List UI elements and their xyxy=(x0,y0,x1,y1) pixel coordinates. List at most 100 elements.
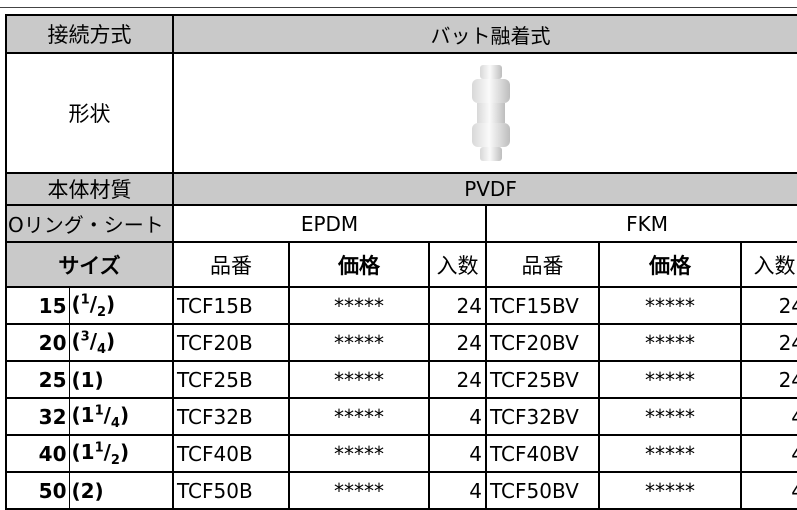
fraction-part: 2 xyxy=(110,452,120,468)
data-cell: TCF50BV xyxy=(485,471,600,510)
fraction-part: ) xyxy=(119,402,130,427)
fraction-part: ( xyxy=(71,291,81,316)
data-cell: TCF32B xyxy=(172,397,290,436)
header-cell: サイズ xyxy=(5,241,174,288)
spec-table: 接続方式 バット融着式 形状 本体材質 PV xyxy=(5,14,797,510)
data-cell: 24 xyxy=(739,286,797,325)
data-cell: 4 xyxy=(428,397,487,436)
data-cell: ***** xyxy=(598,397,742,436)
size-cell: 40 xyxy=(5,434,70,473)
fraction-part: / xyxy=(89,291,97,316)
data-cell: 24 xyxy=(739,360,797,399)
header-cell: 本体材質 xyxy=(5,172,174,206)
column-header: 価格 xyxy=(598,241,742,288)
size-cell: 15 xyxy=(5,286,70,325)
data-cell: TCF20B xyxy=(172,323,290,362)
data-cell: TCF40B xyxy=(172,434,290,473)
fraction-part: ) xyxy=(119,439,130,464)
fraction-part: / xyxy=(103,439,111,464)
image-cell xyxy=(171,52,797,174)
data-cell: ***** xyxy=(288,286,430,325)
header-cell: 接続方式 xyxy=(5,14,174,54)
fraction-part: ( xyxy=(71,328,81,353)
row: 形状 xyxy=(5,52,797,174)
data-cell: ***** xyxy=(598,471,742,510)
fraction-part: 1 xyxy=(80,291,90,307)
row: 接続方式 バット融着式 xyxy=(5,14,797,54)
fraction-part: (1 xyxy=(71,439,95,464)
top-rule xyxy=(0,7,797,8)
size-inch-cell: (1/2) xyxy=(68,286,174,325)
value-cell: FKM xyxy=(484,204,797,243)
data-cell: ***** xyxy=(288,471,430,510)
data-cell: ***** xyxy=(598,434,742,473)
size-cell: 50 xyxy=(5,471,70,510)
size-inch-cell: (2) xyxy=(68,471,174,510)
data-cell: ***** xyxy=(598,360,742,399)
data-cell: ***** xyxy=(598,323,742,362)
fraction-part: (1) xyxy=(71,367,104,392)
size-inch-cell: (1) xyxy=(68,360,174,399)
header-cell: 形状 xyxy=(5,52,174,174)
fraction-part: / xyxy=(89,328,97,353)
data-cell: 4 xyxy=(739,397,797,436)
fraction-part: 2 xyxy=(97,304,107,320)
row: 本体材質 PVDF xyxy=(5,172,797,206)
data-cell: 24 xyxy=(428,286,487,325)
fraction-part: ) xyxy=(106,328,116,353)
value-cell: EPDM xyxy=(172,204,487,243)
size-cell: 32 xyxy=(5,397,70,436)
data-cell: ***** xyxy=(598,286,742,325)
data-cell: TCF32BV xyxy=(485,397,600,436)
column-header: 品番 xyxy=(172,241,290,288)
size-inch-cell: (11/4) xyxy=(68,397,174,436)
fraction-part: (2) xyxy=(71,478,104,503)
fraction-part: 4 xyxy=(97,341,107,357)
column-header: 入数 xyxy=(428,241,487,288)
fraction-part: 1 xyxy=(94,439,104,455)
data-cell: TCF25B xyxy=(172,360,290,399)
fraction-part: 4 xyxy=(110,415,120,431)
size-cell: 20 xyxy=(5,323,70,362)
size-inch-cell: (3/4) xyxy=(68,323,174,362)
product-image xyxy=(471,65,510,161)
fraction-part: 3 xyxy=(80,328,90,344)
data-cell: TCF50B xyxy=(172,471,290,510)
column-header: 価格 xyxy=(288,241,430,288)
data-cell: TCF40BV xyxy=(485,434,600,473)
column-header: 入数 xyxy=(739,241,797,288)
data-cell: TCF25BV xyxy=(485,360,600,399)
size-inch-cell: (11/2) xyxy=(68,434,174,473)
size-cell: 25 xyxy=(5,360,70,399)
column-header: 品番 xyxy=(485,241,600,288)
data-cell: ***** xyxy=(288,360,430,399)
data-cell: 4 xyxy=(428,471,487,510)
fraction-part: (1 xyxy=(71,402,95,427)
fraction-part: / xyxy=(103,402,111,427)
row: サイズ 品番 価格 入数 品番 価格 入数 xyxy=(5,241,797,288)
header-cell: Oリング・シート xyxy=(5,204,174,243)
value-cell: PVDF xyxy=(171,172,797,206)
data-cell: TCF15BV xyxy=(485,286,600,325)
data-cell: 24 xyxy=(428,323,487,362)
data-cell: ***** xyxy=(288,397,430,436)
value-cell: バット融着式 xyxy=(171,14,797,54)
data-cell: 4 xyxy=(739,471,797,510)
data-cell: TCF20BV xyxy=(485,323,600,362)
row: Oリング・シート EPDM FKM xyxy=(5,204,797,243)
data-cell: 4 xyxy=(739,434,797,473)
data-cell: 24 xyxy=(739,323,797,362)
data-cell: ***** xyxy=(288,434,430,473)
fraction-part: 1 xyxy=(94,402,104,418)
data-cell: TCF15B xyxy=(172,286,290,325)
data-cell: 24 xyxy=(428,360,487,399)
data-cell: 4 xyxy=(428,434,487,473)
fraction-part: ) xyxy=(106,291,116,316)
